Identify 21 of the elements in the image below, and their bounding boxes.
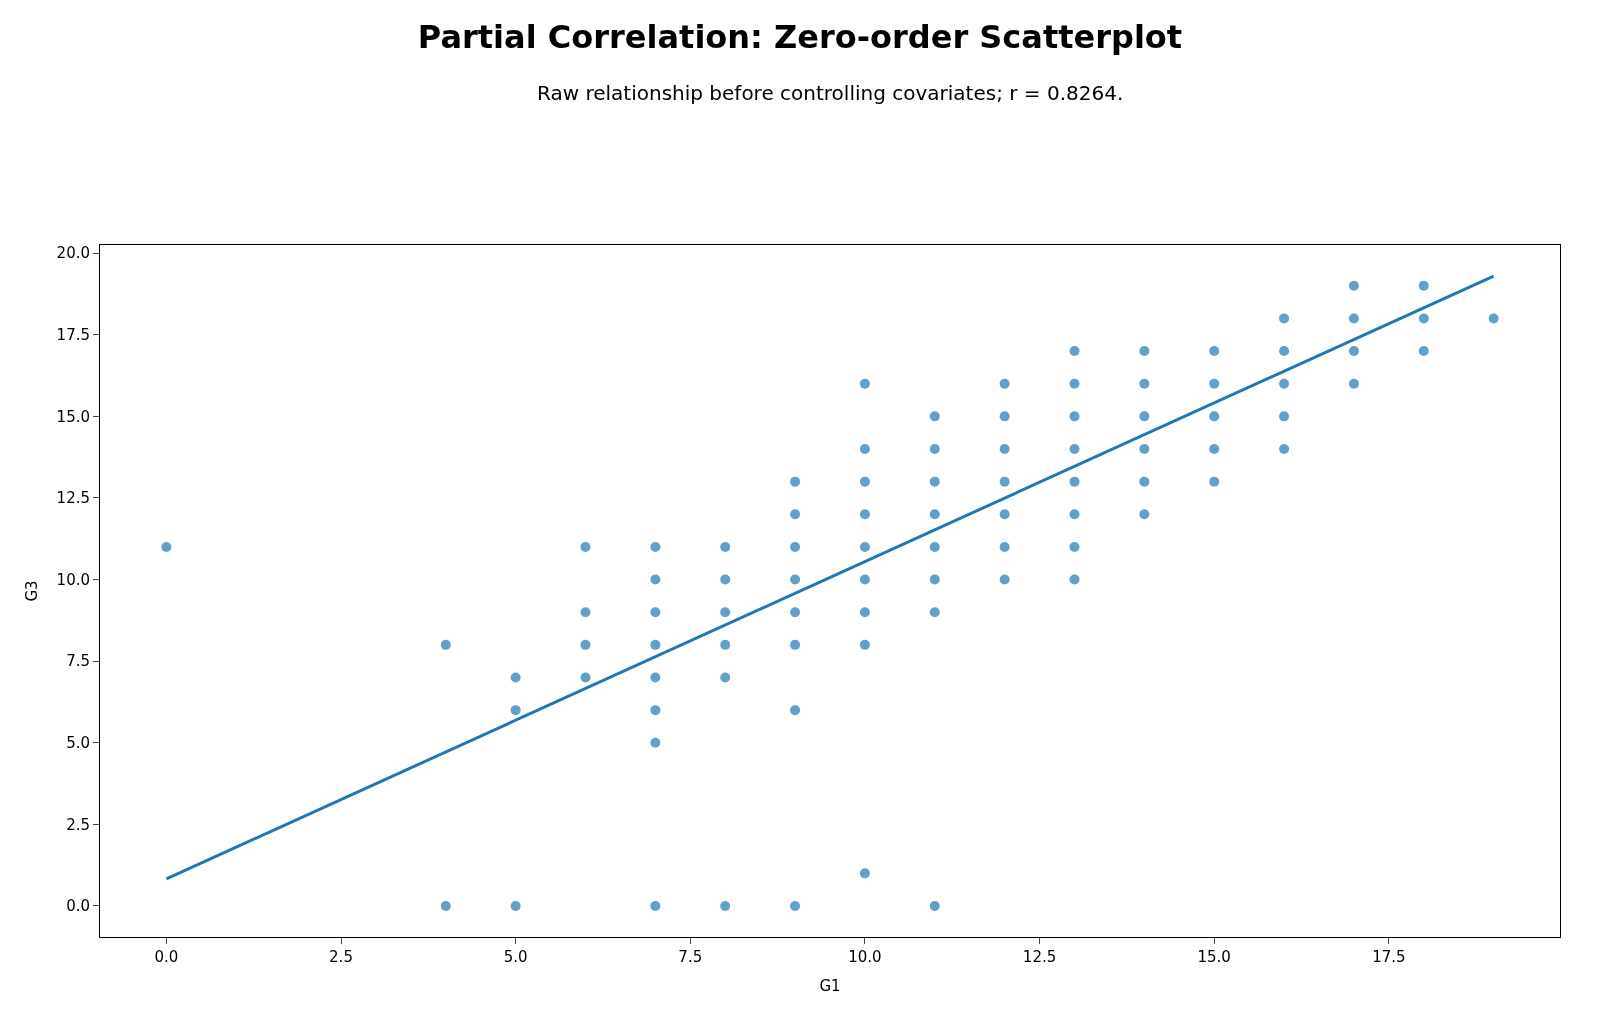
y-tick-label: 15.0: [56, 407, 90, 426]
x-tick-label: 2.5: [329, 948, 353, 966]
y-axis-title: G3: [22, 580, 41, 602]
y-tick-label: 5.0: [66, 734, 90, 753]
x-axis-title: G1: [819, 977, 841, 995]
y-tick-label: 0.0: [66, 897, 90, 916]
x-tick-label: 15.0: [1197, 948, 1231, 966]
x-tick-label: 0.0: [154, 948, 179, 966]
x-tick-label: 10.0: [848, 948, 882, 966]
x-tick-label: 5.0: [503, 948, 528, 966]
chart-title: Partial Correlation: Zero-order Scatterplot: [417, 17, 1183, 56]
y-tick-label: 7.5: [66, 652, 90, 671]
y-tick-label: 10.0: [56, 570, 90, 589]
chart-subtitle: Raw relationship before controlling covariates; r = 0.8264.: [537, 81, 1124, 105]
x-tick-label: 17.5: [1372, 948, 1406, 966]
x-tick-label: 7.5: [678, 948, 703, 966]
y-tick-label: 2.5: [66, 815, 90, 834]
y-tick-label: 17.5: [56, 326, 90, 345]
y-tick-label: 20.0: [56, 244, 90, 263]
x-tick-label: 12.5: [1022, 948, 1057, 966]
y-tick-label: 12.5: [56, 489, 90, 508]
